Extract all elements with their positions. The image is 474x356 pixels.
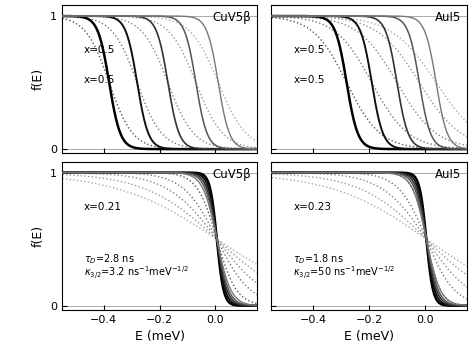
Text: $\tau_D$=1.8 ns: $\tau_D$=1.8 ns (293, 252, 344, 266)
Text: x=0.21: x=0.21 (84, 202, 122, 212)
Text: AuI5: AuI5 (435, 168, 461, 181)
Y-axis label: f(E): f(E) (31, 68, 44, 90)
Text: x=0.23: x=0.23 (293, 202, 331, 212)
Text: x=0.5: x=0.5 (293, 45, 325, 55)
Text: CuV5β: CuV5β (213, 11, 252, 24)
Text: $\tau_D$=2.8 ns: $\tau_D$=2.8 ns (84, 252, 135, 266)
X-axis label: E (meV): E (meV) (135, 330, 184, 343)
Text: x=0.5: x=0.5 (84, 45, 115, 55)
Text: $\kappa_{3/2}$=3.2 ns$^{-1}$meV$^{-1/2}$: $\kappa_{3/2}$=3.2 ns$^{-1}$meV$^{-1/2}$ (84, 265, 189, 281)
X-axis label: E (meV): E (meV) (344, 330, 394, 343)
Text: $\kappa_{3/2}$=50 ns$^{-1}$meV$^{-1/2}$: $\kappa_{3/2}$=50 ns$^{-1}$meV$^{-1/2}$ (293, 265, 396, 281)
Y-axis label: f(E): f(E) (31, 225, 44, 247)
Text: x=0.5: x=0.5 (84, 74, 115, 84)
Text: CuV5β: CuV5β (213, 168, 252, 181)
Text: AuI5: AuI5 (435, 11, 461, 24)
Text: x=0.5: x=0.5 (293, 74, 325, 84)
